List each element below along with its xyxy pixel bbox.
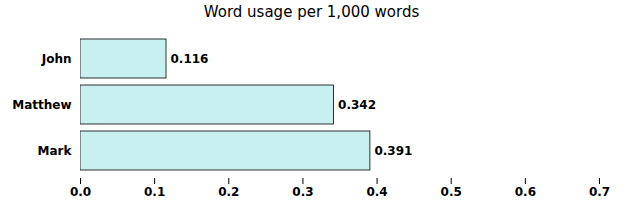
svg-text:Matthew: Matthew <box>12 98 71 112</box>
svg-text:0.1: 0.1 <box>144 185 165 199</box>
svg-text:0.342: 0.342 <box>338 98 376 112</box>
svg-text:0.2: 0.2 <box>218 185 239 199</box>
svg-text:0.6: 0.6 <box>515 185 536 199</box>
svg-text:John: John <box>41 52 72 66</box>
svg-text:0.3: 0.3 <box>292 185 313 199</box>
svg-text:0.5: 0.5 <box>441 185 462 199</box>
html-text:Word usage per 1,000 words: Word usage per 1,000 words <box>203 3 420 21</box>
svg-text:0.391: 0.391 <box>374 144 412 158</box>
svg-text:0.4: 0.4 <box>366 185 387 199</box>
svg-text:0.116: 0.116 <box>171 52 209 66</box>
svg-text:0.0: 0.0 <box>70 185 91 199</box>
svg-text:0.7: 0.7 <box>589 185 610 199</box>
svg-text:Mark: Mark <box>38 144 73 158</box>
